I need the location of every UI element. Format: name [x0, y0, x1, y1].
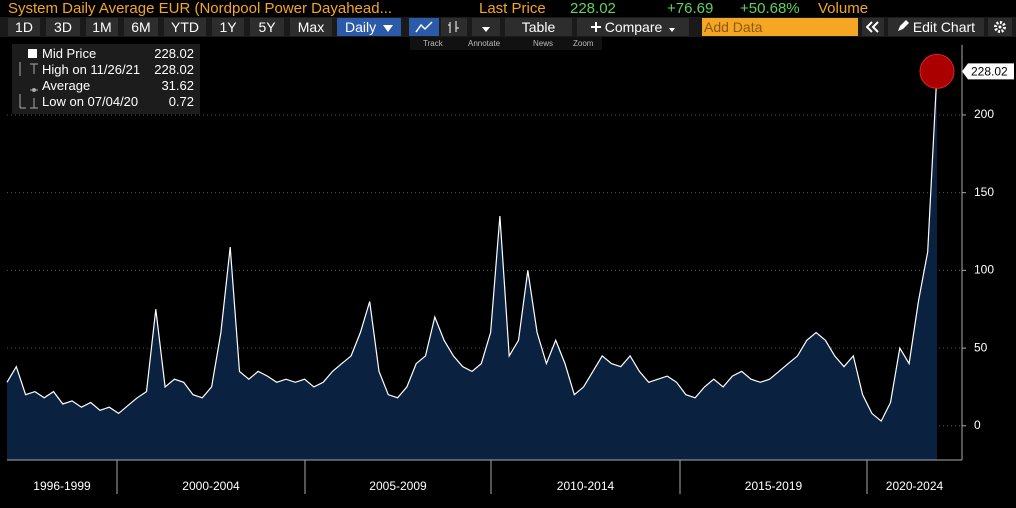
- compare-label: Compare: [604, 19, 663, 35]
- edit-chart-button[interactable]: Edit Chart: [888, 18, 984, 36]
- legend-label: Low on 07/04/20: [42, 94, 139, 109]
- change-pct: +50.68%: [740, 0, 800, 17]
- range-button[interactable]: YTD: [164, 18, 206, 36]
- compare-button[interactable]: Compare: [577, 18, 689, 36]
- range-label: 1Y: [219, 19, 237, 35]
- line-chart-button[interactable]: [409, 18, 439, 36]
- last-price-label: Last Price: [479, 0, 546, 17]
- last-price-tag: 228.02: [971, 65, 1008, 79]
- toolbar: Daily Table Compare Add Data Edit Chart …: [0, 17, 1016, 37]
- range-label: Max: [297, 19, 325, 35]
- x-band-label: 2020-2024: [886, 479, 944, 493]
- dropdown-arrow: [383, 25, 393, 32]
- settings-button[interactable]: [988, 18, 1012, 36]
- range-label: 6M: [131, 19, 151, 35]
- subtool[interactable]: Track: [423, 39, 443, 48]
- change: +76.69: [667, 0, 714, 17]
- y-tick-label: 150: [974, 185, 994, 199]
- x-band-label: 2000-2004: [182, 479, 240, 493]
- range-button[interactable]: Max: [290, 18, 332, 36]
- subtool[interactable]: Annotate: [468, 39, 501, 48]
- x-band-label: 1996-1999: [33, 479, 91, 493]
- range-label: 3D: [54, 19, 72, 35]
- area-line: [6, 71, 938, 423]
- range-label: 1M: [92, 19, 112, 35]
- plus-icon: [590, 22, 601, 32]
- legend-label: High on 11/26/21: [42, 62, 141, 77]
- gear-icon: [994, 21, 1006, 33]
- range-button[interactable]: 3D: [46, 18, 80, 36]
- legend-swatch: [28, 49, 37, 58]
- add-data-placeholder: Add Data: [704, 19, 763, 35]
- subtoolbar: Track Annotate News Zoom: [410, 37, 602, 50]
- frequency-label: Daily: [344, 19, 377, 35]
- y-tick-label: 200: [974, 107, 994, 121]
- legend: Mid Price 228.02 High on 11/26/21 228.02 Ave…: [12, 44, 200, 114]
- range-button[interactable]: 1Y: [212, 18, 244, 36]
- dropdown-arrow: [669, 28, 676, 32]
- legend-label: Mid Price: [42, 46, 97, 61]
- range-button[interactable]: 6M: [124, 18, 158, 36]
- x-band-label: 2005-2009: [369, 479, 427, 493]
- add-data-input[interactable]: Add Data: [702, 18, 858, 36]
- x-band-label: 2015-2019: [745, 479, 803, 493]
- area-fill: [7, 71, 937, 461]
- x-band-label: 2010-2014: [557, 479, 615, 493]
- dropdown-arrow: [482, 27, 490, 32]
- last-price: 228.02: [570, 0, 616, 17]
- last-price-tag-bg: [962, 63, 1014, 80]
- table-label: Table: [521, 19, 556, 35]
- edit-chart-label: Edit Chart: [912, 19, 976, 35]
- range-button[interactable]: 5Y: [250, 18, 284, 36]
- bar-icon: [448, 21, 459, 33]
- header: System Daily Average EUR (Nordpool Power…: [0, 0, 1016, 17]
- legend-icons: [19, 62, 38, 109]
- legend-label: Average: [42, 78, 91, 93]
- collapse-button[interactable]: [862, 18, 884, 36]
- more-button[interactable]: [472, 18, 500, 36]
- bar-chart-button[interactable]: [441, 18, 467, 36]
- pencil-icon: [897, 20, 909, 31]
- table-button[interactable]: Table: [505, 18, 572, 36]
- subtool[interactable]: Zoom: [573, 39, 594, 48]
- legend-value: 228.02: [154, 46, 194, 61]
- line-icon: [415, 21, 433, 33]
- legend-value: 228.02: [154, 62, 194, 77]
- range-button[interactable]: 1D: [8, 18, 40, 36]
- range-label: YTD: [171, 19, 199, 35]
- security-title: System Daily Average EUR (Nordpool Power…: [8, 0, 393, 17]
- frequency-button[interactable]: Daily: [337, 18, 401, 36]
- legend-value: 0.72: [168, 94, 194, 109]
- y-tick-label: 50: [974, 340, 988, 354]
- y-tick-label: 0: [974, 418, 981, 432]
- chevrons-icon: [865, 21, 879, 33]
- subtool[interactable]: News: [533, 39, 554, 48]
- y-tick-label: 100: [974, 263, 994, 277]
- volume-label: Volume: [818, 0, 869, 17]
- range-label: 1D: [15, 19, 33, 35]
- legend-value: 31.62: [161, 78, 194, 93]
- last-point-marker: [919, 53, 955, 89]
- range-label: 5Y: [258, 19, 276, 35]
- range-button[interactable]: 1M: [86, 18, 118, 36]
